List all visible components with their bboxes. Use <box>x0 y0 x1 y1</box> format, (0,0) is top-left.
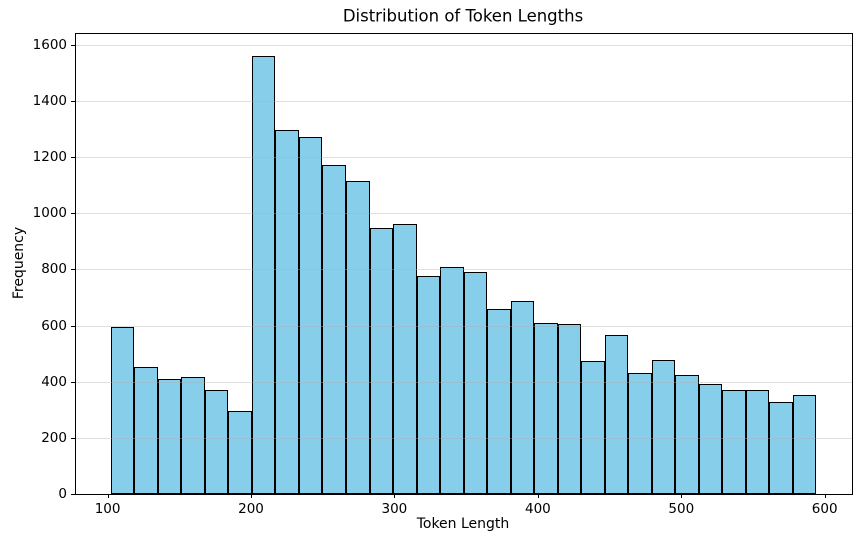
y-tick-label: 0 <box>58 486 67 502</box>
plot-area: 100 200 300 400 500 600 0 200 400 600 800 1000 1200 1… <box>33 33 853 517</box>
y-axis-label: Frequency <box>11 226 27 300</box>
y-tick-label: 400 <box>41 373 67 390</box>
x-tick-mark <box>681 494 683 498</box>
histogram-bar <box>134 366 158 494</box>
histogram-bar <box>251 55 276 494</box>
histogram-bar <box>416 275 440 494</box>
y-tick-label: 200 <box>41 429 67 446</box>
histogram-bar <box>628 373 652 494</box>
x-tick-mark <box>394 494 396 498</box>
x-tick-mark <box>824 494 826 498</box>
x-tick-mark <box>251 494 252 498</box>
histogram-bar <box>769 401 793 494</box>
histogram-bar <box>722 389 746 494</box>
histogram-bar <box>228 410 252 494</box>
histogram-bar <box>534 323 558 494</box>
y-tick-mark <box>71 494 75 495</box>
y-tick-label: 1400 <box>32 92 67 109</box>
chart-title: Distribution of Token Lengths <box>342 6 584 26</box>
histogram-bar <box>557 324 581 494</box>
grid-line <box>76 44 852 46</box>
grid-line <box>76 213 852 215</box>
histogram-bar <box>745 390 770 494</box>
x-tick-label: 100 <box>94 501 121 517</box>
y-tick-mark <box>71 437 75 439</box>
x-tick-label: 300 <box>381 501 408 517</box>
histogram-bar <box>298 136 323 494</box>
y-tick-mark <box>71 44 75 46</box>
histogram-bar <box>322 164 346 494</box>
histogram-bar <box>346 181 370 494</box>
y-tick-label: 600 <box>41 317 67 334</box>
y-tick-mark <box>71 269 75 271</box>
y-tick-label: 800 <box>41 261 67 278</box>
histogram-bar <box>792 395 817 494</box>
histogram-bar <box>440 266 464 494</box>
histogram-bar <box>181 376 205 494</box>
histogram-bar <box>651 359 676 494</box>
x-tick-label: 600 <box>811 501 838 517</box>
x-axis-label: Token Length <box>416 516 510 532</box>
x-tick-label: 500 <box>668 501 695 517</box>
histogram-bar <box>157 378 182 494</box>
y-tick-mark <box>71 213 75 215</box>
histogram-bar <box>204 389 229 494</box>
y-tick-label: 1200 <box>32 149 67 165</box>
y-tick-label: 1000 <box>32 205 67 222</box>
y-tick-mark <box>71 381 75 383</box>
histogram-bar <box>393 224 417 494</box>
histogram-bar <box>581 360 605 494</box>
grid-line <box>76 157 852 158</box>
x-tick-label: 200 <box>238 501 264 517</box>
histogram-bar <box>604 335 629 494</box>
histogram-bar <box>675 374 699 494</box>
y-tick-mark <box>71 325 75 327</box>
x-tick-mark <box>107 494 109 498</box>
grid-line <box>76 269 852 271</box>
x-tick-mark <box>537 494 539 498</box>
histogram-bar <box>487 309 511 494</box>
y-tick-label: 1600 <box>32 36 67 53</box>
y-tick-mark <box>71 157 75 158</box>
x-tick-label: 400 <box>525 501 551 517</box>
histogram-bar <box>275 130 299 494</box>
histogram-bar <box>698 383 723 494</box>
y-tick-mark <box>71 100 75 102</box>
histogram-bar <box>110 326 135 494</box>
grid-line <box>76 100 852 102</box>
histogram-bar <box>463 272 487 494</box>
histogram-bar <box>369 228 393 494</box>
histogram-bar <box>510 301 534 494</box>
